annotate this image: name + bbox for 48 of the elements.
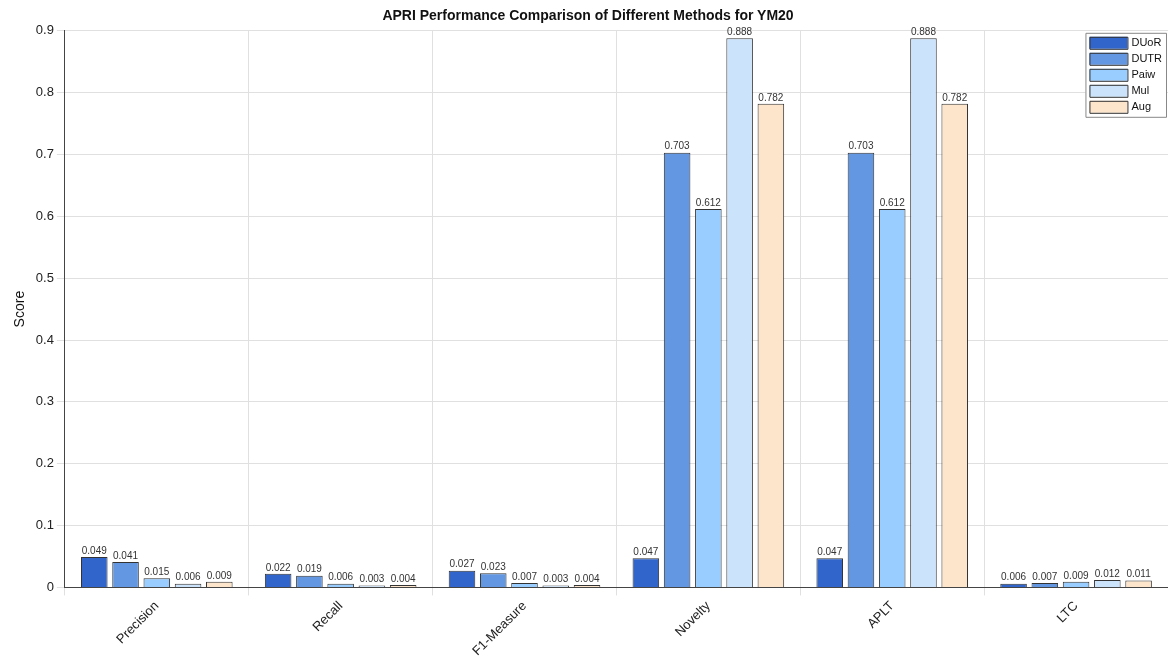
data-label: 0.047 [817,546,843,558]
y-tick-label: 0.5 [35,269,54,285]
data-label: 0.003 [359,573,385,585]
data-label: 0.027 [449,558,475,570]
data-label: 0.888 [910,25,937,37]
data-label: 0.004 [574,572,600,584]
data-label: 0.703 [664,140,691,152]
data-label: 0.041 [113,549,139,561]
data-label: 0.049 [81,544,108,556]
legend-label: DUTR [1131,51,1163,64]
y-tick-label: 0.3 [35,393,54,409]
data-label: 0.888 [727,25,753,37]
y-tick-label: 0.1 [35,517,54,533]
data-label: 0.004 [390,572,417,584]
data-label: 0.007 [1032,570,1058,582]
data-label: 0.015 [144,565,170,577]
data-label: 0.047 [633,546,659,558]
data-label: 0.007 [511,570,538,582]
legend-label: Mul [1131,83,1150,96]
chart-title: APRI Performance Comparison of Different Methods for YM20 [382,7,794,24]
data-label: 0.019 [296,563,323,575]
data-label: 0.782 [942,91,968,103]
data-label: 0.022 [265,561,292,573]
y-tick-label: 0.8 [35,84,54,100]
legend-label: Paiw [1131,67,1156,80]
y-tick-label: 0.9 [35,22,54,38]
y-tick-label: 0 [46,578,54,594]
data-label: 0.009 [1063,569,1090,581]
y-tick-label: 0.2 [35,455,54,471]
y-axis-title: Score [11,290,28,328]
data-label: 0.006 [1001,571,1027,583]
y-tick-label: 0.7 [35,146,54,162]
data-label: 0.011 [1126,568,1152,580]
data-label: 0.006 [175,571,201,583]
legend-label: DUoR [1131,35,1162,48]
x-tick-label: LTC [1053,597,1081,626]
data-label: 0.612 [879,196,906,208]
y-tick-label: 0.4 [35,331,54,347]
data-label: 0.023 [480,560,507,572]
y-tick-label: 0.6 [35,207,54,223]
data-label: 0.612 [695,196,722,208]
data-label: 0.003 [543,573,569,585]
data-label: 0.012 [1094,567,1121,579]
legend-label: Aug [1131,99,1152,112]
data-label: 0.006 [328,571,354,583]
data-label: 0.703 [848,140,874,152]
data-label: 0.009 [206,569,233,581]
data-label: 0.782 [758,91,784,103]
